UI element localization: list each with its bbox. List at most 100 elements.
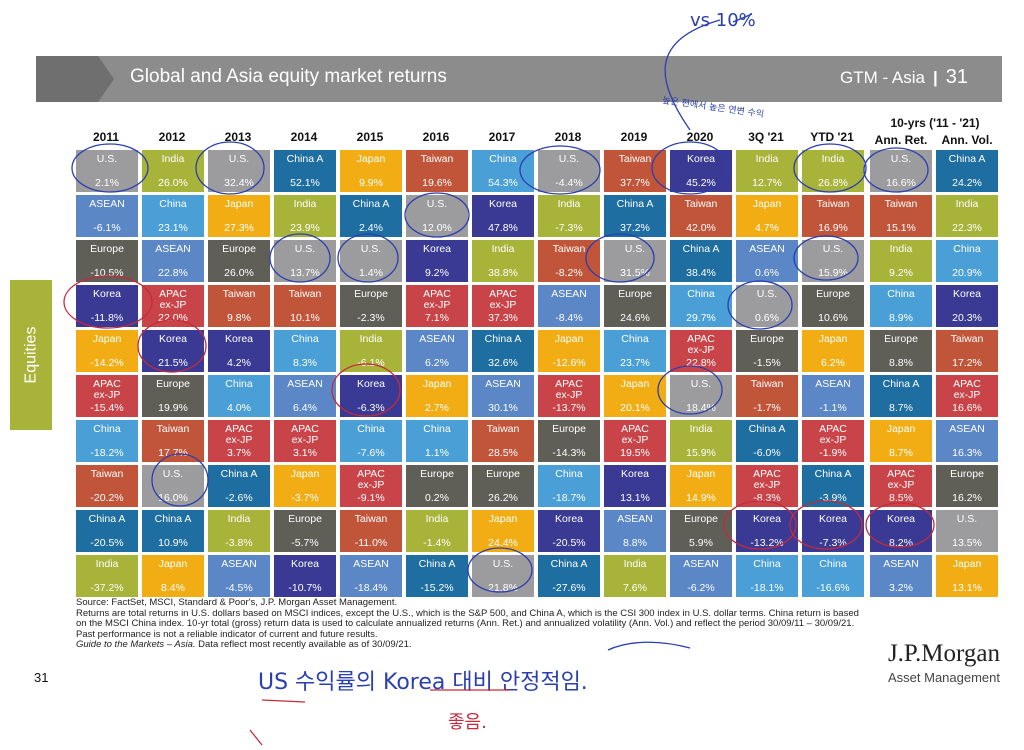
page-number: 31: [34, 670, 49, 685]
market-name: China A: [550, 558, 588, 570]
return-cell: Japan 24.4%: [472, 510, 534, 552]
market-name: U.S.: [96, 153, 118, 165]
return-value: -2.6%: [225, 492, 253, 504]
return-cell: Taiwan 17.2%: [936, 330, 998, 372]
return-cell: Taiwan 15.1%: [870, 195, 932, 237]
return-value: -11.8%: [90, 312, 124, 324]
return-cell: China 54.3%: [472, 150, 534, 192]
return-value: -4.4%: [555, 177, 583, 189]
market-name: Taiwan: [618, 153, 652, 165]
return-value: 12.7%: [752, 177, 782, 189]
return-cell: ASEAN 8.8%: [604, 510, 666, 552]
return-value: -7.6%: [357, 447, 385, 459]
market-name: ASEAN: [287, 378, 323, 390]
return-cell: India -6.1%: [340, 330, 402, 372]
return-value: 17.2%: [952, 357, 982, 369]
return-value: 1.4%: [359, 267, 383, 279]
year-header: 2011: [92, 130, 120, 144]
market-name: Taiwan: [222, 288, 256, 300]
market-name: China: [159, 198, 187, 210]
market-name: India: [889, 243, 913, 255]
return-value: -1.4%: [423, 537, 451, 549]
ann-vol-header: Ann. Vol.: [941, 133, 993, 147]
return-value: -11.0%: [354, 537, 388, 549]
return-value: 3.7%: [227, 447, 251, 459]
return-cell: U.S. 0.6%: [736, 285, 798, 327]
return-cell: India 15.9%: [670, 420, 732, 462]
return-cell: China A 37.2%: [604, 195, 666, 237]
return-cell: Japan 20.1%: [604, 375, 666, 417]
return-value: -9.1%: [357, 492, 385, 504]
market-name: ASEAN: [485, 378, 521, 390]
return-cell: India 23.9%: [274, 195, 336, 237]
return-cell: China -18.2%: [76, 420, 138, 462]
return-cell: China 23.1%: [142, 195, 204, 237]
return-value: 29.7%: [686, 312, 716, 324]
return-value: -7.3%: [819, 537, 847, 549]
return-cell: Japan 6.2%: [802, 330, 864, 372]
year-header: 2019: [620, 130, 648, 144]
return-cell: Europe 10.6%: [802, 285, 864, 327]
market-name: China A: [948, 153, 986, 165]
return-value: -14.3%: [552, 447, 586, 459]
return-cell: APAC ex-JP 7.1%: [406, 285, 468, 327]
return-cell: India 12.7%: [736, 150, 798, 192]
market-name: ASEAN: [419, 333, 455, 345]
return-value: -6.3%: [357, 402, 385, 414]
market-name: China A: [418, 558, 456, 570]
return-cell: APAC ex-JP -9.1%: [340, 465, 402, 507]
return-cell: India -3.8%: [208, 510, 270, 552]
return-value: -15.4%: [90, 402, 124, 414]
market-name: Europe: [618, 288, 652, 300]
return-value: 24.4%: [488, 537, 518, 549]
return-value: 7.6%: [623, 582, 647, 594]
market-name: ASEAN: [683, 558, 719, 570]
return-cell: Korea 20.3%: [936, 285, 998, 327]
side-label: Equities: [10, 280, 52, 430]
return-value: 37.2%: [620, 222, 650, 234]
return-cell: Taiwan 16.9%: [802, 195, 864, 237]
return-value: 0.6%: [755, 312, 779, 324]
market-name: APAC ex-JP: [555, 378, 583, 401]
market-name: India: [425, 513, 449, 525]
return-cell: Korea 45.2%: [670, 150, 732, 192]
return-value: -12.6%: [552, 357, 586, 369]
market-name: APAC ex-JP: [621, 423, 649, 446]
market-name: Taiwan: [288, 288, 322, 300]
return-cell: India -1.4%: [406, 510, 468, 552]
market-name: Japan: [752, 198, 782, 210]
return-value: 16.2%: [952, 492, 982, 504]
return-value: -18.7%: [552, 492, 586, 504]
return-cell: Japan 9.9%: [340, 150, 402, 192]
return-cell: Taiwan 19.6%: [406, 150, 468, 192]
return-cell: China A 32.6%: [472, 330, 534, 372]
market-name: APAC ex-JP: [953, 378, 981, 401]
return-cell: China -18.1%: [736, 555, 798, 597]
return-value: -13.7%: [552, 402, 586, 414]
market-name: APAC ex-JP: [357, 468, 385, 491]
return-cell: Taiwan -11.0%: [340, 510, 402, 552]
return-cell: ASEAN -8.4%: [538, 285, 600, 327]
market-name: U.S.: [294, 243, 316, 255]
market-name: China A: [882, 378, 920, 390]
market-name: China: [225, 378, 253, 390]
market-name: Europe: [750, 333, 784, 345]
market-name: Korea: [356, 378, 386, 390]
year-header: 2013: [224, 130, 252, 144]
return-cell: U.S. 13.5%: [936, 510, 998, 552]
return-cell: APAC ex-JP -15.4%: [76, 375, 138, 417]
source-note: Source: FactSet, MSCI, Standard & Poor's…: [76, 597, 398, 608]
return-cell: APAC ex-JP -1.9%: [802, 420, 864, 462]
return-value: 42.0%: [686, 222, 716, 234]
return-cell: Europe 19.9%: [142, 375, 204, 417]
section-separator: |: [932, 68, 938, 87]
return-cell: Taiwan 37.7%: [604, 150, 666, 192]
year-header: 2016: [422, 130, 450, 144]
return-cell: ASEAN -6.1%: [76, 195, 138, 237]
return-value: 6.2%: [425, 357, 449, 369]
page-title: Global and Asia equity market returns: [130, 66, 447, 87]
market-name: APAC ex-JP: [93, 378, 121, 401]
return-value: 54.3%: [488, 177, 518, 189]
market-name: Korea: [620, 468, 650, 480]
return-cell: Korea 8.2%: [870, 510, 932, 552]
